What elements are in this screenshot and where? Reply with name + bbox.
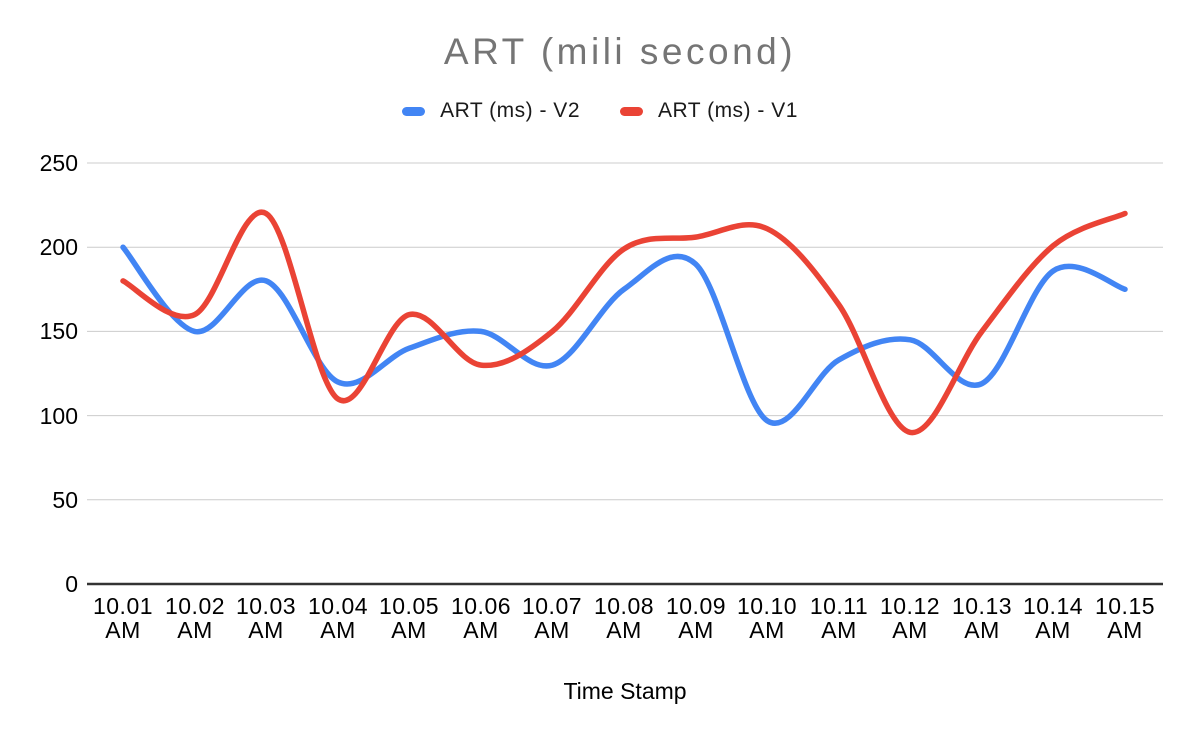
x-axis-tick-label: 10.12 AM [870,594,950,642]
x-axis-tick-line: 10.10 [736,593,798,619]
x-axis-tick-label: 10.03 AM [226,594,306,642]
x-axis-tick-label: 10.01 AM [83,594,163,642]
x-axis-tick-line: AM [391,617,427,643]
x-axis-tick-label: 10.09 AM [656,594,736,642]
x-axis-tick-label: 10.08 AM [584,594,664,642]
x-axis-tick-label: 10.06 AM [441,594,521,642]
legend-label-v2: ART (ms) - V2 [440,99,580,122]
x-axis-tick-line: 10.15 [1094,593,1156,619]
x-axis-tick-line: 10.06 [450,593,512,619]
y-axis-tick-label: 50 [52,487,78,513]
series-line-v1[interactable] [120,209,1128,436]
x-axis-tick-line: AM [606,617,642,643]
legend-swatch-v1-icon [620,106,643,116]
y-axis-tick-label: 150 [39,318,78,344]
x-axis-tick-line: AM [248,617,284,643]
x-axis-tick-line: AM [463,617,499,643]
y-axis-tick-label: 200 [39,234,78,260]
legend-item-v2[interactable]: ART (ms) - V2 [402,99,580,123]
x-axis-tick-label: 10.02 AM [155,594,235,642]
x-axis-tick-line: AM [1107,617,1143,643]
y-axis-tick-label: 250 [39,150,78,176]
x-axis-title: Time Stamp [563,678,687,704]
x-axis-tick-label: 10.11 AM [799,594,879,642]
x-axis-tick-line: 10.14 [1022,593,1084,619]
legend-swatch-v2-icon [402,106,426,116]
x-axis-tick-label: 10.14 AM [1013,594,1093,642]
x-axis-tick-label: 10.15 AM [1085,594,1165,642]
x-axis-tick-line: 10.02 [164,593,226,619]
x-axis-tick-label: 10.10 AM [727,594,807,642]
legend: ART (ms) - V2 ART (ms) - V1 [0,99,1200,123]
x-axis-tick-label: 10.07 AM [512,594,592,642]
x-axis-tick-line: 10.12 [879,593,941,619]
x-axis-tick-label: 10.04 AM [298,594,378,642]
x-axis-tick-label: 10.05 AM [369,594,449,642]
x-axis-tick-line: AM [892,617,928,643]
x-axis-tick-line: AM [177,617,213,643]
x-axis-tick-line: 10.13 [951,593,1013,619]
series-line-v2[interactable] [120,244,1128,426]
x-axis-tick-line: AM [534,617,570,643]
x-axis-tick-line: 10.09 [665,593,727,619]
x-axis-tick-line: AM [1035,617,1071,643]
x-axis-tick-line: AM [105,617,141,643]
x-axis-tick-line: 10.11 [809,593,869,619]
x-axis-tick-line: 10.04 [307,593,369,619]
y-axis-tick-label: 0 [65,571,78,597]
x-axis-tick-line: 10.07 [521,593,583,619]
x-axis-tick-line: 10.03 [235,593,297,619]
legend-label-v1: ART (ms) - V1 [658,99,798,122]
x-axis-tick-line: 10.01 [92,593,154,619]
x-axis-tick-line: AM [749,617,785,643]
legend-item-v1[interactable]: ART (ms) - V1 [620,99,798,123]
x-axis-tick-line: 10.05 [378,593,440,619]
y-axis-tick-label: 100 [39,403,78,429]
x-axis-tick-line: AM [320,617,356,643]
x-axis-tick-line: AM [821,617,857,643]
x-axis-tick-label: 10.13 AM [942,594,1022,642]
chart-title: ART (mili second) [443,31,797,72]
x-axis-tick-line: 10.08 [593,593,655,619]
x-axis-tick-line: AM [964,617,1000,643]
x-axis-tick-line: AM [678,617,714,643]
